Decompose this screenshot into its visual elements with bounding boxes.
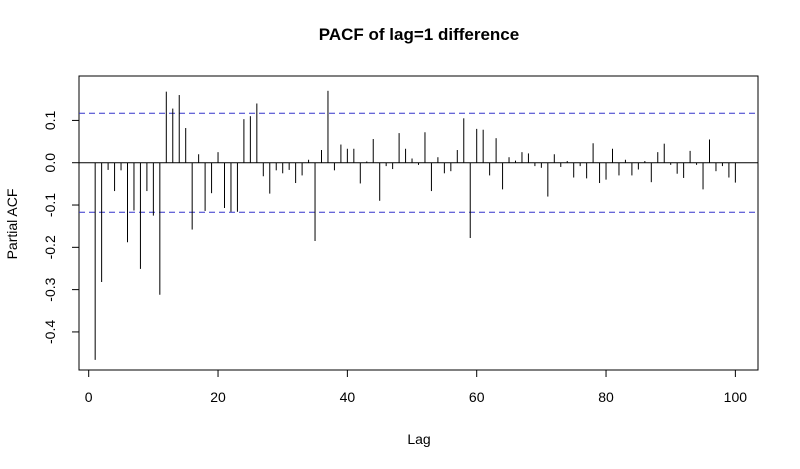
x-tick-label: 40 — [340, 389, 356, 405]
y-axis-label: Partial ACF — [4, 189, 20, 260]
y-tick-label: 0.0 — [42, 153, 58, 173]
x-axis-label: Lag — [407, 431, 430, 447]
plot-frame — [78, 75, 759, 371]
x-tick-label: 0 — [85, 389, 93, 405]
y-tick-label: -0.2 — [42, 235, 58, 259]
x-tick-label: 60 — [469, 389, 485, 405]
chart-title: PACF of lag=1 difference — [319, 25, 519, 44]
x-tick-label: 80 — [598, 389, 614, 405]
x-tick-label: 20 — [210, 389, 226, 405]
y-tick-label: 0.1 — [42, 110, 58, 130]
y-tick-label: -0.1 — [42, 193, 58, 217]
y-tick-label: -0.4 — [42, 320, 58, 344]
x-tick-label: 100 — [724, 389, 748, 405]
plot-area: 0 20 40 60 80 100 -0.4 -0.3 -0.2 -0.1 0.0 0.1 — [42, 75, 759, 405]
y-tick-label: -0.3 — [42, 277, 58, 301]
